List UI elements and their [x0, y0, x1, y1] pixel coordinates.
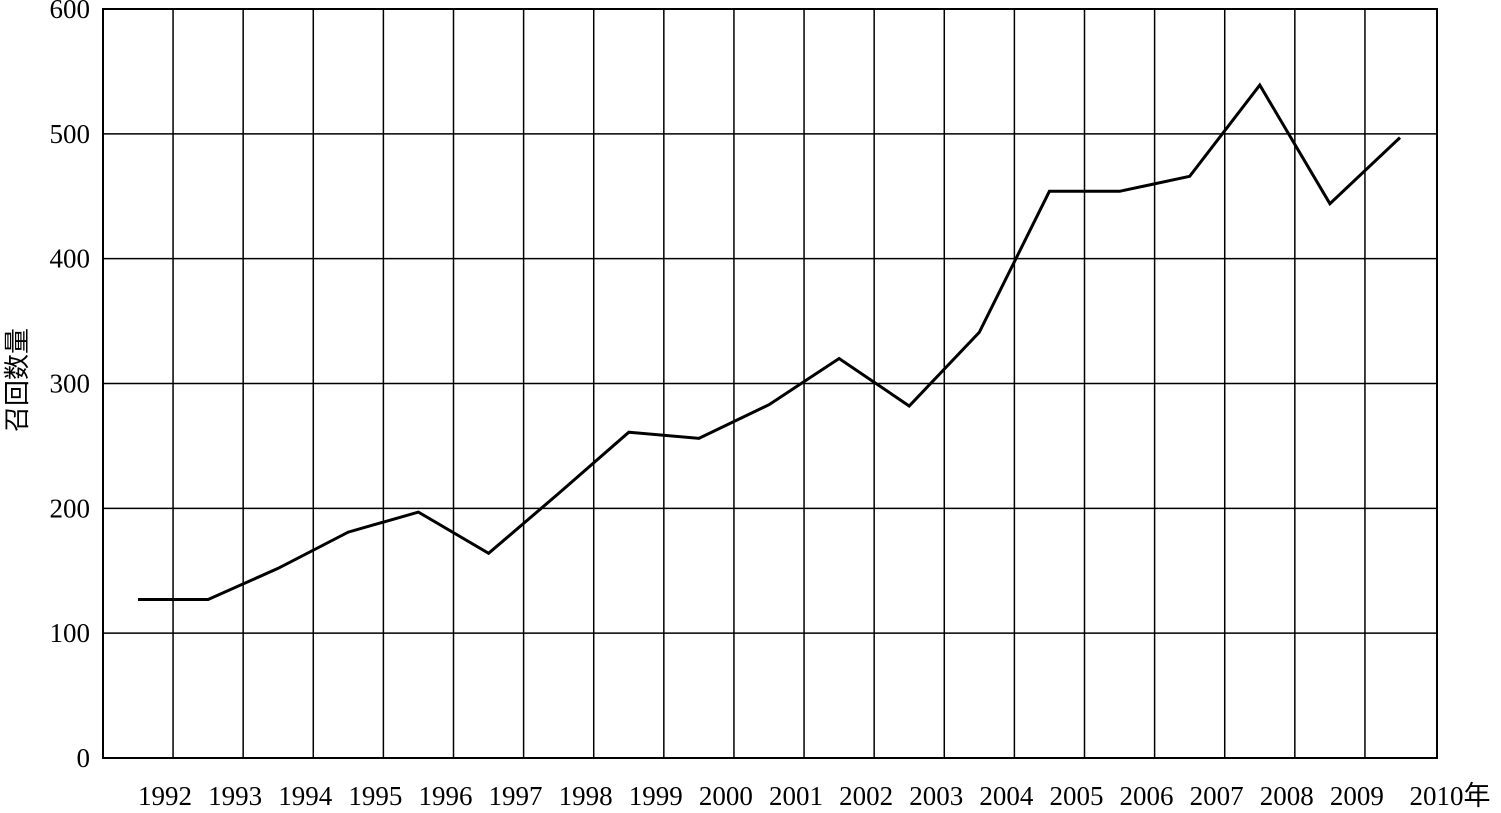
series-line: [138, 85, 1400, 599]
y-tick-label: 300: [50, 369, 91, 399]
y-tick-label: 100: [50, 618, 91, 648]
x-tick-label: 2010年: [1410, 781, 1491, 809]
x-tick-label: 1994: [278, 781, 333, 809]
x-tick-label: 1997: [489, 781, 543, 809]
x-tick-label: 1995: [348, 781, 402, 809]
x-tick-label: 1996: [418, 781, 472, 809]
x-tick-label: 2007: [1190, 781, 1244, 809]
x-tick-label: 2009: [1330, 781, 1384, 809]
series-group: [138, 85, 1400, 600]
x-tick-label: 1993: [208, 781, 262, 809]
y-tick-label: 200: [50, 493, 91, 523]
grid-lines: [103, 9, 1437, 758]
x-tick-label: 1992: [138, 781, 192, 809]
y-tick-label: 0: [77, 743, 91, 773]
y-tick-labels: 0 100 200 300 400 500 600: [50, 0, 91, 773]
x-tick-label: 1998: [559, 781, 613, 809]
y-tick-label: 600: [50, 0, 91, 24]
x-tick-label: 2000: [699, 781, 753, 809]
x-tick-labels: 1992 1993 1994 1995 1996 1997 1998 1999 2000 2001…: [138, 781, 1491, 809]
y-tick-label: 500: [50, 119, 91, 149]
x-tick-label: 2008: [1260, 781, 1314, 809]
x-tick-label: 2006: [1120, 781, 1174, 809]
x-tick-label: 2004: [979, 781, 1034, 809]
y-axis-label: 召回数量: [3, 328, 32, 432]
x-tick-label: 2005: [1049, 781, 1103, 809]
x-tick-label: 2001: [769, 781, 823, 809]
x-tick-label: 1999: [629, 781, 683, 809]
x-tick-label: 2003: [909, 781, 963, 809]
x-tick-label: 2002: [839, 781, 893, 809]
y-tick-label: 400: [50, 244, 91, 274]
